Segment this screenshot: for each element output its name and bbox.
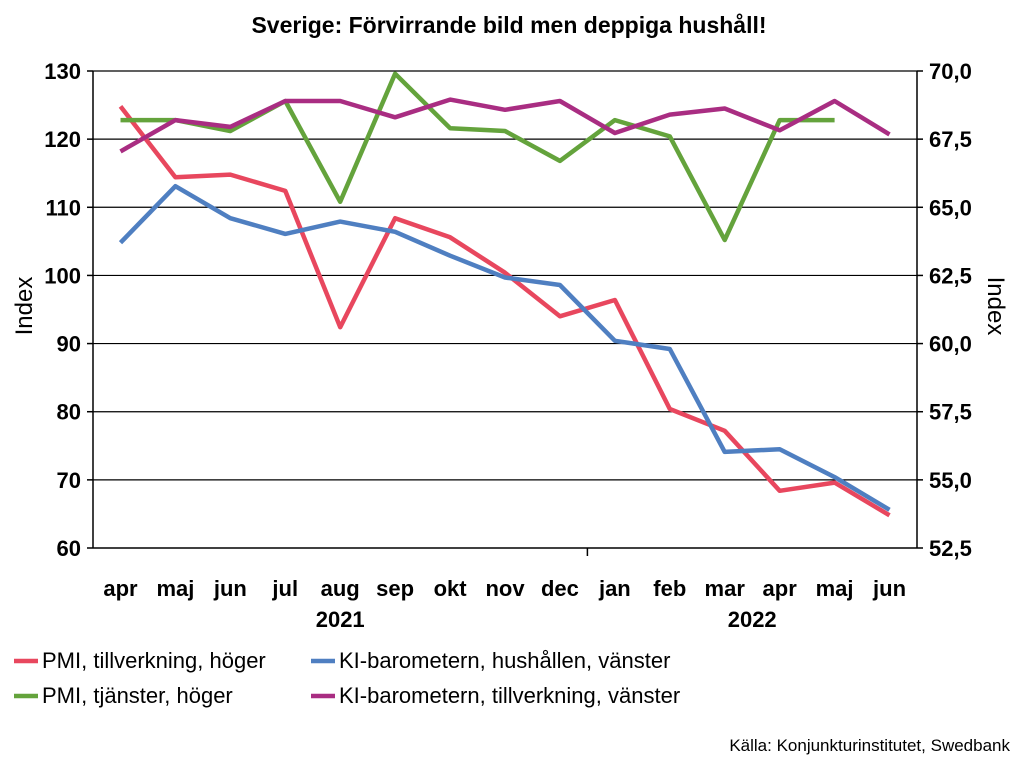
left-tick-label: 110: [46, 195, 82, 220]
left-tick-label: 70: [57, 468, 81, 493]
series-line: [119, 97, 891, 154]
category-label: jul: [271, 576, 298, 601]
left-tick-label: 80: [57, 400, 81, 425]
series-line: [118, 105, 891, 518]
right-tick-label: 62,5: [929, 263, 972, 288]
left-tick-label: 90: [57, 332, 81, 357]
category-label: jun: [872, 576, 906, 601]
right-tick-label: 67,5: [929, 127, 972, 152]
category-label: mar: [705, 576, 746, 601]
year-label: 2021: [316, 607, 365, 632]
legend: PMI, tillverkning, höger KI-barometern, h…: [14, 648, 680, 708]
category-label: maj: [816, 576, 854, 601]
category-label: jan: [598, 576, 631, 601]
series-line: [120, 71, 835, 243]
category-label: nov: [485, 576, 525, 601]
right-tick-label: 57,5: [929, 400, 972, 425]
year-label: 2022: [728, 607, 777, 632]
right-tick-label: 55,0: [929, 468, 972, 493]
right-tick-label: 65,0: [929, 195, 972, 220]
right-axis-tick-labels: 52,5 55,0 57,5 60,0 62,5 65,0 67,5 70,0: [929, 59, 972, 561]
series-line: [118, 183, 891, 512]
legend-item: PMI, tillverkning, höger: [14, 648, 266, 673]
category-label: okt: [434, 576, 468, 601]
series-lines: [118, 71, 891, 518]
left-tick-label: 130: [44, 59, 81, 84]
category-label: sep: [376, 576, 414, 601]
x-axis-year-labels: 2021 2022: [316, 607, 777, 632]
category-label: apr: [763, 576, 798, 601]
legend-label: KI-barometern, hushållen, vänster: [339, 648, 670, 673]
category-label: maj: [156, 576, 194, 601]
right-tick-label: 60,0: [929, 332, 972, 357]
gridlines: [93, 70, 917, 481]
x-axis-category-labels: apr maj jun jul aug sep okt nov dec jan feb mar apr m…: [103, 576, 906, 601]
legend-label: PMI, tillverkning, höger: [42, 648, 266, 673]
left-tick-label: 120: [44, 127, 81, 152]
category-label: jun: [213, 576, 247, 601]
source-note: Källa: Konjunkturinstitutet, Swedbank: [729, 736, 1010, 755]
right-tick-label: 70,0: [929, 59, 972, 84]
left-axis-tick-labels: 60 70 80 90 100 110 120 130: [44, 59, 81, 561]
right-tick-label: 52,5: [929, 536, 972, 561]
legend-item: PMI, tjänster, höger: [14, 683, 233, 708]
legend-label: KI-barometern, tillverkning, vänster: [339, 683, 680, 708]
right-axis-title: Index: [982, 277, 1009, 336]
legend-label: PMI, tjänster, höger: [42, 683, 233, 708]
category-label: apr: [103, 576, 138, 601]
category-label: aug: [321, 576, 360, 601]
axes: [87, 70, 923, 556]
left-tick-label: 60: [57, 536, 81, 561]
chart-title: Sverige: Förvirrande bild men deppiga hu…: [251, 12, 766, 38]
category-label: feb: [653, 576, 686, 601]
legend-item: KI-barometern, tillverkning, vänster: [311, 683, 680, 708]
legend-item: KI-barometern, hushållen, vänster: [311, 648, 670, 673]
left-tick-label: 100: [44, 263, 81, 288]
left-axis-title: Index: [11, 277, 38, 336]
category-label: dec: [541, 576, 579, 601]
